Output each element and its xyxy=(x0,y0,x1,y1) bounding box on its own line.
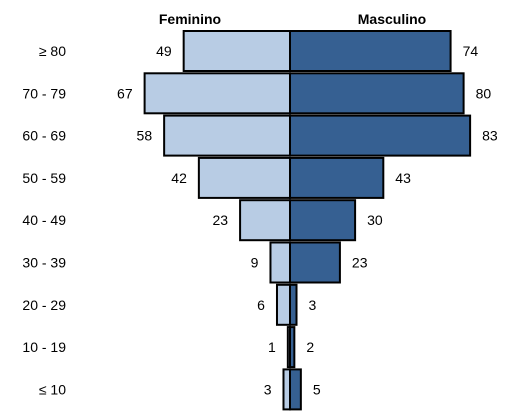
bar-feminino xyxy=(182,30,291,72)
value-label-masculino: 2 xyxy=(306,339,314,355)
value-label-masculino: 3 xyxy=(309,297,317,313)
legend-masculino: Masculino xyxy=(358,11,426,27)
value-label-masculino: 43 xyxy=(395,170,411,186)
bar-feminino xyxy=(269,241,292,284)
category-label: 30 - 39 xyxy=(22,255,66,271)
bar-masculino xyxy=(289,30,452,72)
legend-feminino: Feminino xyxy=(159,11,221,27)
value-label-feminino: 58 xyxy=(137,128,153,144)
bar-masculino xyxy=(289,156,385,199)
bar-masculino xyxy=(289,283,298,326)
bar-masculino xyxy=(289,241,341,284)
category-label: 40 - 49 xyxy=(22,212,66,228)
category-label: ≤ 10 xyxy=(39,381,66,397)
value-label-feminino: 67 xyxy=(117,85,133,101)
value-label-masculino: 23 xyxy=(352,255,368,271)
bar-feminino xyxy=(197,156,291,199)
value-label-feminino: 1 xyxy=(268,339,276,355)
category-label: 50 - 59 xyxy=(22,170,66,186)
value-label-feminino: 42 xyxy=(171,170,187,186)
value-label-feminino: 9 xyxy=(251,255,259,271)
bar-masculino xyxy=(289,72,465,115)
value-label-masculino: 74 xyxy=(463,43,479,59)
bar-feminino xyxy=(275,283,292,326)
bar-masculino xyxy=(289,368,302,411)
bar-masculino xyxy=(289,114,472,157)
bar-feminino xyxy=(239,199,291,242)
category-label: 20 - 29 xyxy=(22,297,66,313)
bar-masculino xyxy=(289,199,357,242)
category-label: ≥ 80 xyxy=(39,43,66,59)
value-label-feminino: 49 xyxy=(156,43,172,59)
bar-feminino xyxy=(143,72,291,115)
category-labels-group: ≥ 80 70 - 79 60 - 69 50 - 59 40 - 49 30 - 39 2… xyxy=(22,43,66,397)
value-label-masculino: 30 xyxy=(367,212,383,228)
bar-masculino xyxy=(289,326,296,369)
category-label: 10 - 19 xyxy=(22,339,66,355)
bar-feminino xyxy=(163,114,291,157)
value-label-masculino: 83 xyxy=(482,128,498,144)
category-label: 70 - 79 xyxy=(22,85,66,101)
value-label-masculino: 80 xyxy=(476,85,492,101)
value-label-masculino: 5 xyxy=(313,381,321,397)
value-label-feminino: 3 xyxy=(264,381,272,397)
value-label-feminino: 23 xyxy=(213,212,229,228)
category-label: 60 - 69 xyxy=(22,128,66,144)
value-label-feminino: 6 xyxy=(257,297,265,313)
bars-group xyxy=(143,30,472,411)
